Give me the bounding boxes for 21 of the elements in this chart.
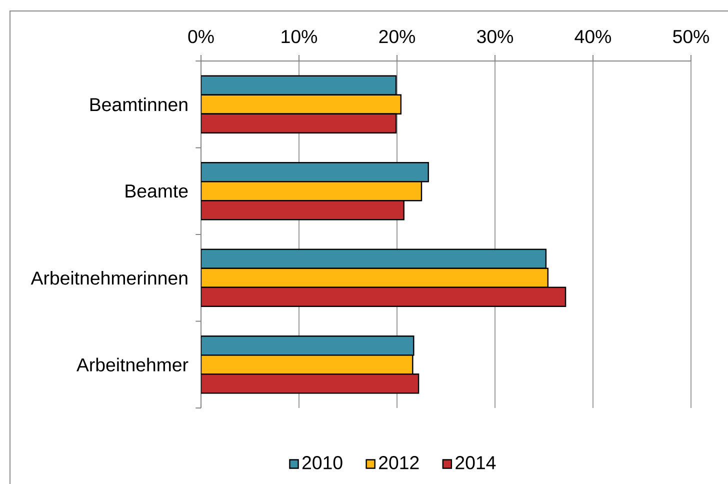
y-tick-label: Beamtinnen [90,98,188,112]
legend-label: 2014 [456,456,496,470]
y-tick-label: Arbeitnehmerinnen [30,271,188,285]
x-tick-label: 50% [673,30,709,44]
x-tick-label: 40% [574,30,611,44]
x-tick-label: 30% [477,30,514,44]
legend-label: 2010 [302,456,342,470]
y-tick-label: Beamte [126,184,188,198]
bar [201,113,397,134]
x-tick-label: 0% [188,30,214,44]
bar [201,374,420,394]
bar [201,200,404,220]
bar [201,248,547,269]
y-tick-label: Arbeitnehmer [76,358,188,372]
bar [201,286,566,307]
bar [201,336,414,356]
legend-label: 2012 [379,456,419,470]
x-tick-label: 20% [379,30,416,44]
x-tick-label: 10% [282,30,318,44]
bar [201,162,429,182]
bar [201,75,397,96]
